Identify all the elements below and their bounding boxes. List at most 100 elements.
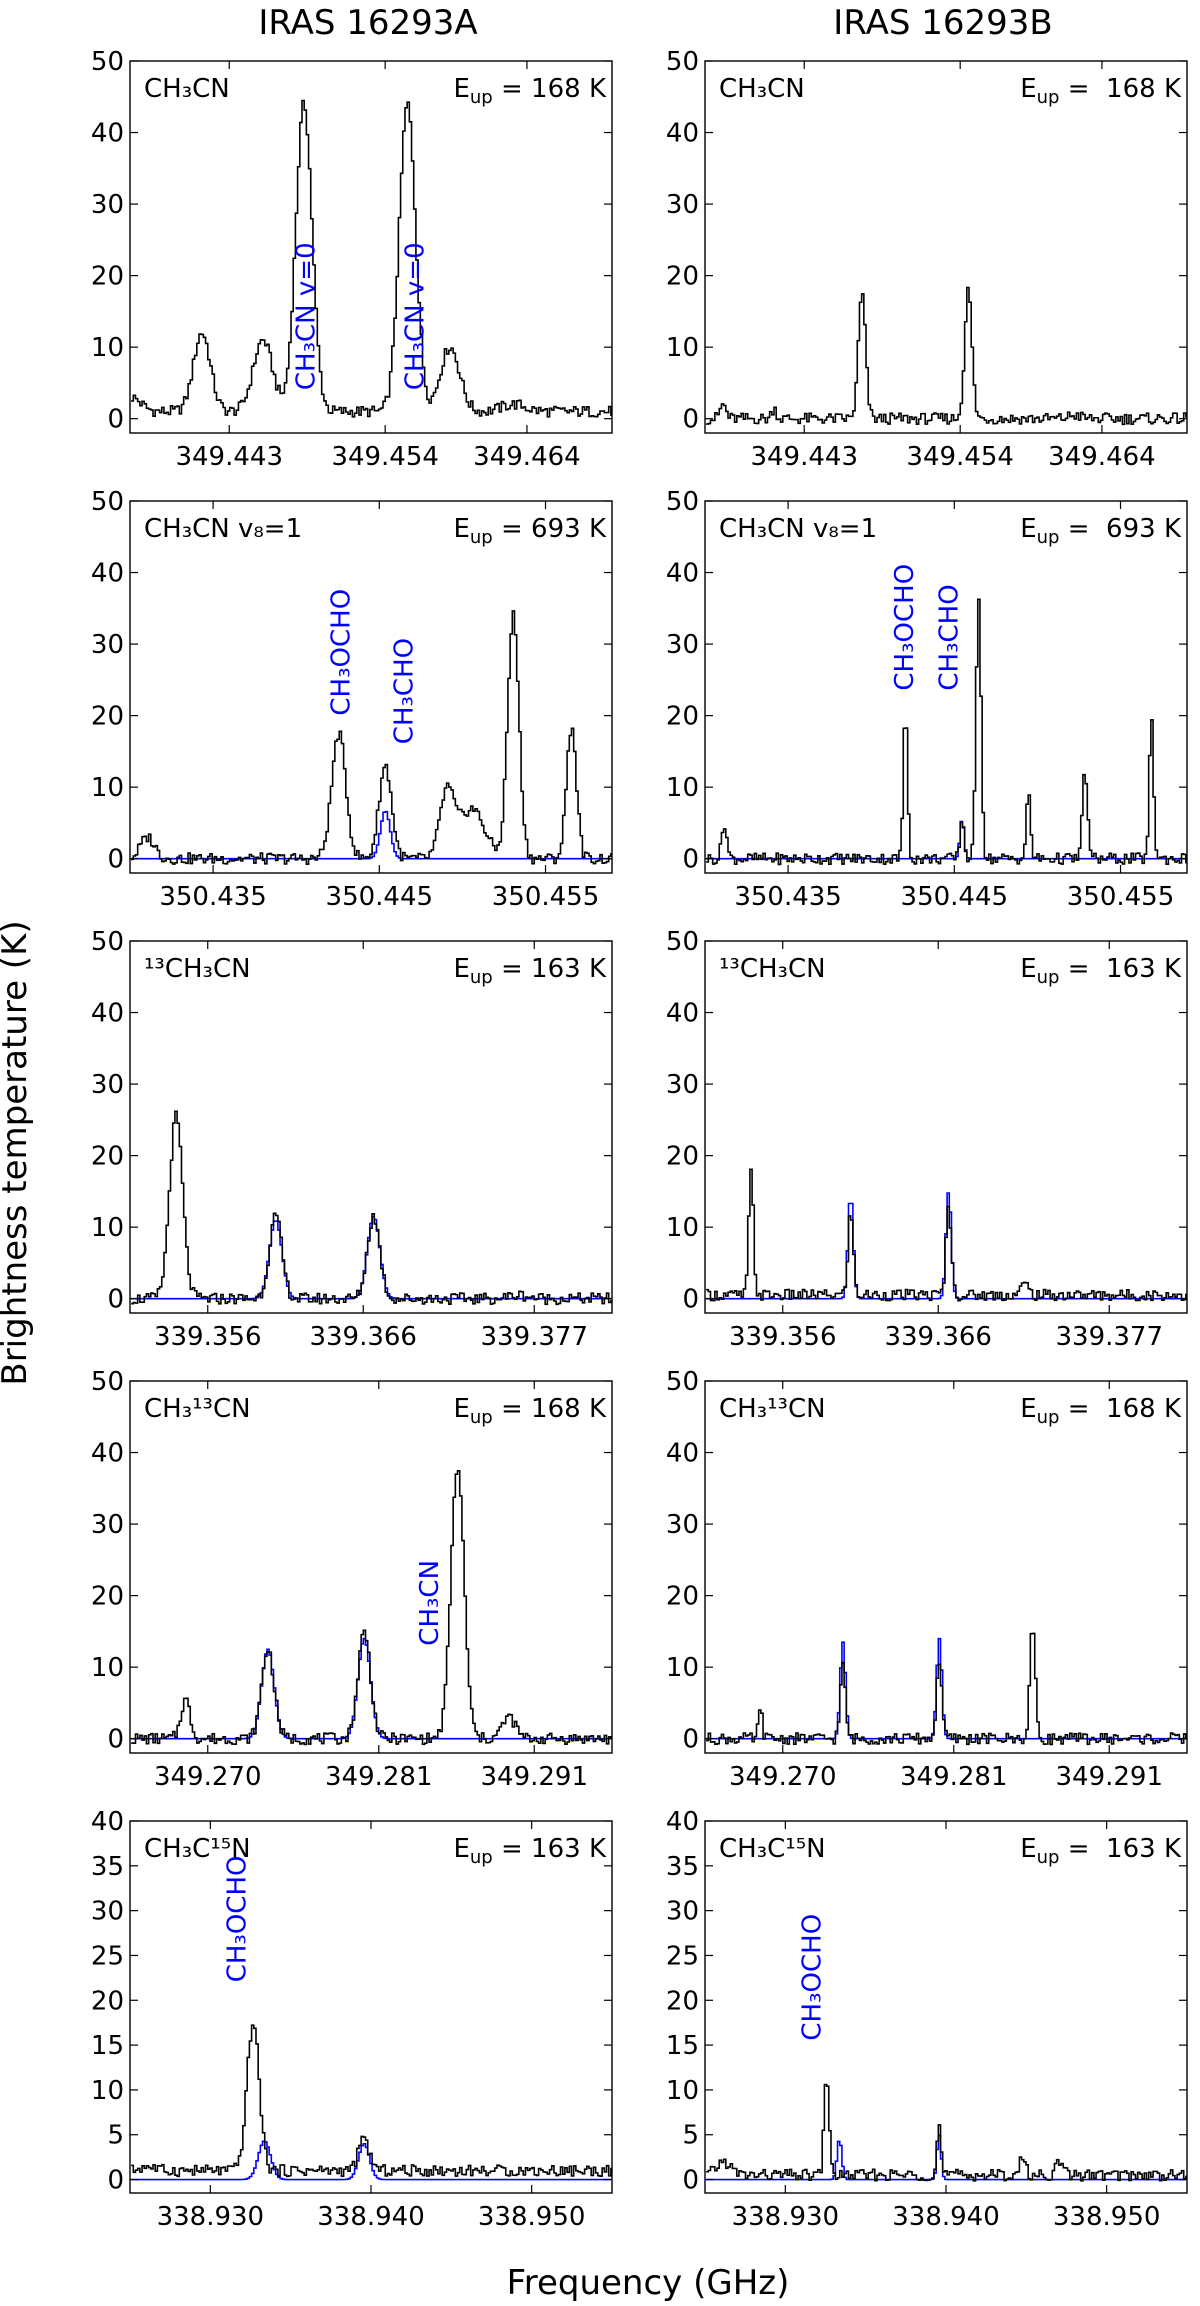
observed-spectrum bbox=[131, 2024, 612, 2178]
x-tick-label: 349.464 bbox=[473, 442, 581, 472]
eup-label: Eup = 168 K bbox=[453, 74, 606, 108]
column-title-iras16293a: IRAS 16293A bbox=[258, 3, 477, 43]
y-tick-label: 20 bbox=[91, 1986, 124, 2016]
eup-label: Eup = 163 K bbox=[453, 1834, 606, 1868]
y-tick-label: 50 bbox=[666, 487, 699, 517]
eup-label: Eup = 163 K bbox=[453, 954, 606, 988]
y-tick-label: 35 bbox=[666, 1852, 699, 1882]
line-annotation: CH₃OCHO bbox=[223, 1856, 253, 1983]
observed-spectrum bbox=[706, 2083, 1187, 2182]
line-annotation: CH₃CN v=0 bbox=[291, 242, 321, 390]
spectrum-panel-4-0: 0 5 10 15 20 25 30 35 40 338.930 338.940 338.950 CH₃… bbox=[91, 1807, 613, 2232]
y-tick-label: 40 bbox=[666, 1439, 699, 1469]
line-annotation: CH₃OCHO bbox=[326, 589, 356, 716]
x-tick-label: 338.940 bbox=[317, 2202, 425, 2232]
molecule-label: CH₃¹³CN bbox=[144, 1394, 251, 1424]
y-tick-label: 0 bbox=[682, 845, 699, 875]
y-tick-label: 50 bbox=[91, 1367, 124, 1397]
y-tick-label: 30 bbox=[666, 630, 699, 660]
spectrum-panel-0-1: 0 10 20 30 40 50 349.443 349.454 349.464 CH₃CN Eup… bbox=[666, 47, 1188, 472]
x-tick-label: 339.356 bbox=[154, 1322, 262, 1352]
line-annotation: CH₃OCHO bbox=[798, 1914, 828, 2041]
y-tick-label: 15 bbox=[91, 2031, 124, 2061]
y-tick-label: 35 bbox=[91, 1852, 124, 1882]
y-tick-label: 20 bbox=[666, 1582, 699, 1612]
x-tick-label: 338.930 bbox=[157, 2202, 265, 2232]
plot-frame bbox=[704, 1380, 1188, 1754]
plot-frame bbox=[704, 940, 1188, 1314]
y-tick-label: 20 bbox=[666, 262, 699, 292]
x-tick-label: 349.281 bbox=[900, 1762, 1008, 1792]
spectrum-panel-2-0: 0 10 20 30 40 50 339.356 339.366 339.377 ¹³CH₃CN E… bbox=[91, 927, 613, 1352]
molecule-label: ¹³CH₃CN bbox=[144, 954, 251, 984]
spectrum-panel-4-1: 0 5 10 15 20 25 30 35 40 338.930 338.940 338.950 CH₃… bbox=[666, 1807, 1188, 2232]
observed-spectrum bbox=[131, 99, 612, 418]
spectrum-panels: 0 10 20 30 40 50 349.443 349.454 349.464 CH₃CN Eup… bbox=[91, 47, 1188, 2232]
molecule-label: CH₃CN bbox=[719, 74, 805, 104]
y-tick-label: 50 bbox=[91, 47, 124, 77]
y-tick-label: 0 bbox=[107, 1725, 124, 1755]
plot-frame bbox=[129, 500, 613, 874]
spectrum-panel-3-1: 0 10 20 30 40 50 349.270 349.281 349.291 CH₃¹³CN E… bbox=[666, 1367, 1188, 1792]
y-tick-label: 50 bbox=[666, 927, 699, 957]
x-tick-label: 349.291 bbox=[1055, 1762, 1163, 1792]
y-tick-label: 30 bbox=[666, 1510, 699, 1540]
y-tick-label: 15 bbox=[666, 2031, 699, 2061]
eup-label: Eup = 693 K bbox=[1020, 514, 1182, 548]
y-tick-label: 20 bbox=[91, 262, 124, 292]
x-tick-label: 350.435 bbox=[734, 882, 842, 912]
plot-frame bbox=[704, 60, 1188, 434]
line-annotation: CH₃CN bbox=[415, 1560, 445, 1646]
y-tick-label: 10 bbox=[666, 773, 699, 803]
spectrum-panel-3-0: 0 10 20 30 40 50 349.270 349.281 349.291 CH₃¹³CN E… bbox=[91, 1367, 613, 1792]
y-tick-label: 0 bbox=[107, 845, 124, 875]
y-tick-label: 30 bbox=[91, 630, 124, 660]
y-tick-label: 40 bbox=[666, 999, 699, 1029]
molecule-label: CH₃CN v₈=1 bbox=[144, 514, 302, 544]
x-tick-label: 349.443 bbox=[750, 442, 858, 472]
eup-label: Eup = 168 K bbox=[453, 1394, 606, 1428]
y-tick-label: 10 bbox=[91, 333, 124, 363]
molecule-label: CH₃CN bbox=[144, 74, 230, 104]
y-tick-label: 40 bbox=[91, 999, 124, 1029]
molecule-label: CH₃C¹⁵N bbox=[719, 1834, 826, 1864]
x-tick-label: 350.445 bbox=[901, 882, 1009, 912]
plot-frame bbox=[704, 500, 1188, 874]
observed-spectrum bbox=[706, 1632, 1187, 1746]
molecule-label: ¹³CH₃CN bbox=[719, 954, 826, 984]
observed-spectrum bbox=[131, 1110, 612, 1306]
spectrum-panel-0-0: 0 10 20 30 40 50 349.443 349.454 349.464 CH₃CN Eup… bbox=[91, 47, 613, 472]
x-tick-label: 349.270 bbox=[154, 1762, 262, 1792]
eup-label: Eup = 163 K bbox=[1020, 1834, 1182, 1868]
y-tick-label: 20 bbox=[666, 702, 699, 732]
x-tick-label: 349.443 bbox=[175, 442, 283, 472]
y-tick-label: 0 bbox=[107, 405, 124, 435]
x-tick-label: 339.377 bbox=[480, 1322, 588, 1352]
x-tick-label: 350.445 bbox=[326, 882, 434, 912]
y-tick-label: 10 bbox=[666, 2076, 699, 2106]
y-tick-label: 30 bbox=[91, 1510, 124, 1540]
x-tick-label: 338.950 bbox=[1053, 2202, 1161, 2232]
x-tick-label: 349.464 bbox=[1048, 442, 1156, 472]
y-tick-label: 30 bbox=[666, 190, 699, 220]
plot-frame bbox=[129, 60, 613, 434]
y-tick-label: 20 bbox=[91, 1142, 124, 1172]
y-tick-label: 25 bbox=[91, 1941, 124, 1971]
x-tick-label: 350.455 bbox=[1067, 882, 1175, 912]
model-spectrum bbox=[706, 1192, 1186, 1300]
y-tick-label: 10 bbox=[666, 333, 699, 363]
x-tick-label: 350.455 bbox=[492, 882, 600, 912]
y-tick-label: 40 bbox=[91, 1439, 124, 1469]
x-tick-label: 349.454 bbox=[906, 442, 1014, 472]
y-tick-label: 40 bbox=[91, 119, 124, 149]
x-tick-label: 339.366 bbox=[309, 1322, 417, 1352]
model-spectrum bbox=[131, 1637, 611, 1740]
y-axis-label: Brightness temperature (K) bbox=[0, 920, 35, 1385]
y-tick-label: 20 bbox=[666, 1986, 699, 2016]
y-tick-label: 10 bbox=[91, 2076, 124, 2106]
model-spectrum bbox=[131, 2140, 611, 2181]
model-spectrum bbox=[131, 810, 611, 860]
y-tick-label: 10 bbox=[91, 773, 124, 803]
y-tick-label: 40 bbox=[91, 559, 124, 589]
